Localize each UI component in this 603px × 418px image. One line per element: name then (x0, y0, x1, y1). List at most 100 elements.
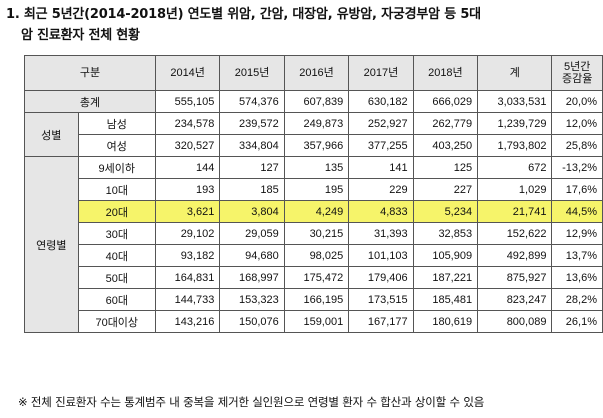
cell: 800,089 (477, 310, 553, 333)
cell: 31,393 (348, 222, 414, 245)
cell: 12,0% (551, 112, 603, 135)
header-change-rate: 5년간 증감율 (551, 55, 603, 91)
cell: 3,621 (154, 200, 221, 223)
cell: 4,249 (283, 200, 350, 223)
cell: 179,406 (348, 266, 414, 289)
row-label: 10대 (77, 178, 156, 201)
cell: 180,619 (412, 310, 479, 333)
cell: 227 (412, 178, 479, 201)
cell: 175,472 (283, 266, 350, 289)
cell: 32,853 (412, 222, 479, 245)
cell: 127 (219, 156, 285, 179)
footnote: ※ 전체 진료환자 수는 통계범주 내 중복을 제거한 실인원으로 연령별 환자… (18, 395, 485, 409)
cell: 30,215 (283, 222, 350, 245)
cell: 187,221 (412, 266, 479, 289)
cell: 125 (412, 156, 479, 179)
cell: 875,927 (477, 266, 553, 289)
cancer-patient-table: 구분 2014년 2015년 2016년 2017년 2018년 계 5년간 증… (24, 55, 603, 333)
cell: 5,234 (412, 200, 479, 223)
table-row-highlighted: 20대 3,621 3,804 4,249 4,833 5,234 21,741… (25, 200, 603, 223)
cell: 4,833 (348, 200, 414, 223)
header-sum: 계 (477, 55, 553, 91)
cell: 153,323 (219, 288, 285, 311)
table-row: 30대 29,102 29,059 30,215 31,393 32,853 1… (25, 222, 603, 245)
table-row: 성별 남성 234,578 239,572 249,873 252,927 26… (24, 112, 603, 157)
table-row-total: 총계 555,105 574,376 607,839 630,182 666,0… (24, 90, 603, 113)
row-label: 40대 (77, 244, 156, 267)
row-label: 남성 (77, 112, 156, 135)
cell: 144,733 (154, 288, 221, 311)
cell: 3,033,531 (477, 90, 553, 113)
cell: 185,481 (412, 288, 479, 311)
cell: 152,622 (477, 222, 553, 245)
cell: 377,255 (348, 134, 414, 157)
cell: 574,376 (219, 90, 285, 113)
cell: 168,997 (219, 266, 285, 289)
cell: 17,6% (551, 178, 603, 201)
cell: 93,182 (154, 244, 221, 267)
cell: 357,966 (283, 134, 350, 157)
table-row: 70대이상 143,216 150,076 159,001 167,177 18… (25, 310, 603, 333)
cell: 1,239,729 (477, 112, 553, 135)
cell: 1,793,802 (477, 134, 553, 157)
row-label: 60대 (77, 288, 156, 311)
cell: 252,927 (348, 112, 414, 135)
cell: 105,909 (412, 244, 479, 267)
cell: 492,899 (477, 244, 553, 267)
cell: 29,102 (154, 222, 221, 245)
table-row: 50대 164,831 168,997 175,472 179,406 187,… (25, 266, 603, 289)
header-2015: 2015년 (219, 55, 285, 91)
cell: -13,2% (551, 156, 603, 179)
cell: 249,873 (283, 112, 350, 135)
cell: 195 (283, 178, 350, 201)
cell: 672 (477, 156, 553, 179)
table-row: 연령별 9세이하 144 127 135 141 125 672 -13,2% (24, 156, 603, 333)
cell: 3,804 (219, 200, 285, 223)
cell: 20,0% (551, 90, 603, 113)
row-label: 30대 (77, 222, 156, 245)
title-line-1: 1. 최근 5년간(2014-2018년) 연도별 위암, 간암, 대장암, 유… (6, 7, 481, 22)
cell: 320,527 (154, 134, 221, 157)
header-2016: 2016년 (283, 55, 350, 91)
table-row: 60대 144,733 153,323 166,195 173,515 185,… (25, 288, 603, 311)
cell: 166,195 (283, 288, 350, 311)
cell: 101,103 (348, 244, 414, 267)
cell: 403,250 (412, 134, 479, 157)
header-2017: 2017년 (348, 55, 414, 91)
cell: 25,8% (551, 134, 603, 157)
cell: 823,247 (477, 288, 553, 311)
table-row: 10대 193 185 195 229 227 1,029 17,6% (25, 178, 603, 201)
cell: 26,1% (551, 310, 603, 333)
cell: 150,076 (219, 310, 285, 333)
row-label: 9세이하 (77, 156, 156, 179)
cell: 167,177 (348, 310, 414, 333)
table-row: 여성 320,527 334,804 357,966 377,255 403,2… (25, 134, 603, 157)
cell: 185 (219, 178, 285, 201)
cell: 29,059 (219, 222, 285, 245)
row-label: 총계 (24, 90, 156, 113)
cell: 234,578 (154, 112, 221, 135)
cell: 555,105 (154, 90, 221, 113)
header-2018: 2018년 (412, 55, 479, 91)
cell: 1,029 (477, 178, 553, 201)
cell: 193 (154, 178, 221, 201)
cell: 144 (154, 156, 221, 179)
title-line-2: 암 진료환자 전체 현황 (21, 28, 140, 43)
cell: 13,6% (551, 266, 603, 289)
header-row: 구분 2014년 2015년 2016년 2017년 2018년 계 5년간 증… (24, 55, 603, 91)
cell: 607,839 (283, 90, 350, 113)
table-row: 40대 93,182 94,680 98,025 101,103 105,909… (25, 244, 603, 267)
cell: 164,831 (154, 266, 221, 289)
row-label: 여성 (77, 134, 156, 157)
header-category: 구분 (24, 55, 156, 91)
group-label-gender: 성별 (24, 112, 79, 157)
cell: 44,5% (551, 200, 603, 223)
cell: 141 (348, 156, 414, 179)
row-label: 20대 (77, 200, 156, 223)
row-label: 70대이상 (77, 310, 156, 333)
cell: 239,572 (219, 112, 285, 135)
cell: 135 (283, 156, 350, 179)
document-title: 1. 최근 5년간(2014-2018년) 연도별 위암, 간암, 대장암, 유… (6, 4, 598, 46)
cell: 630,182 (348, 90, 414, 113)
cell: 12,9% (551, 222, 603, 245)
